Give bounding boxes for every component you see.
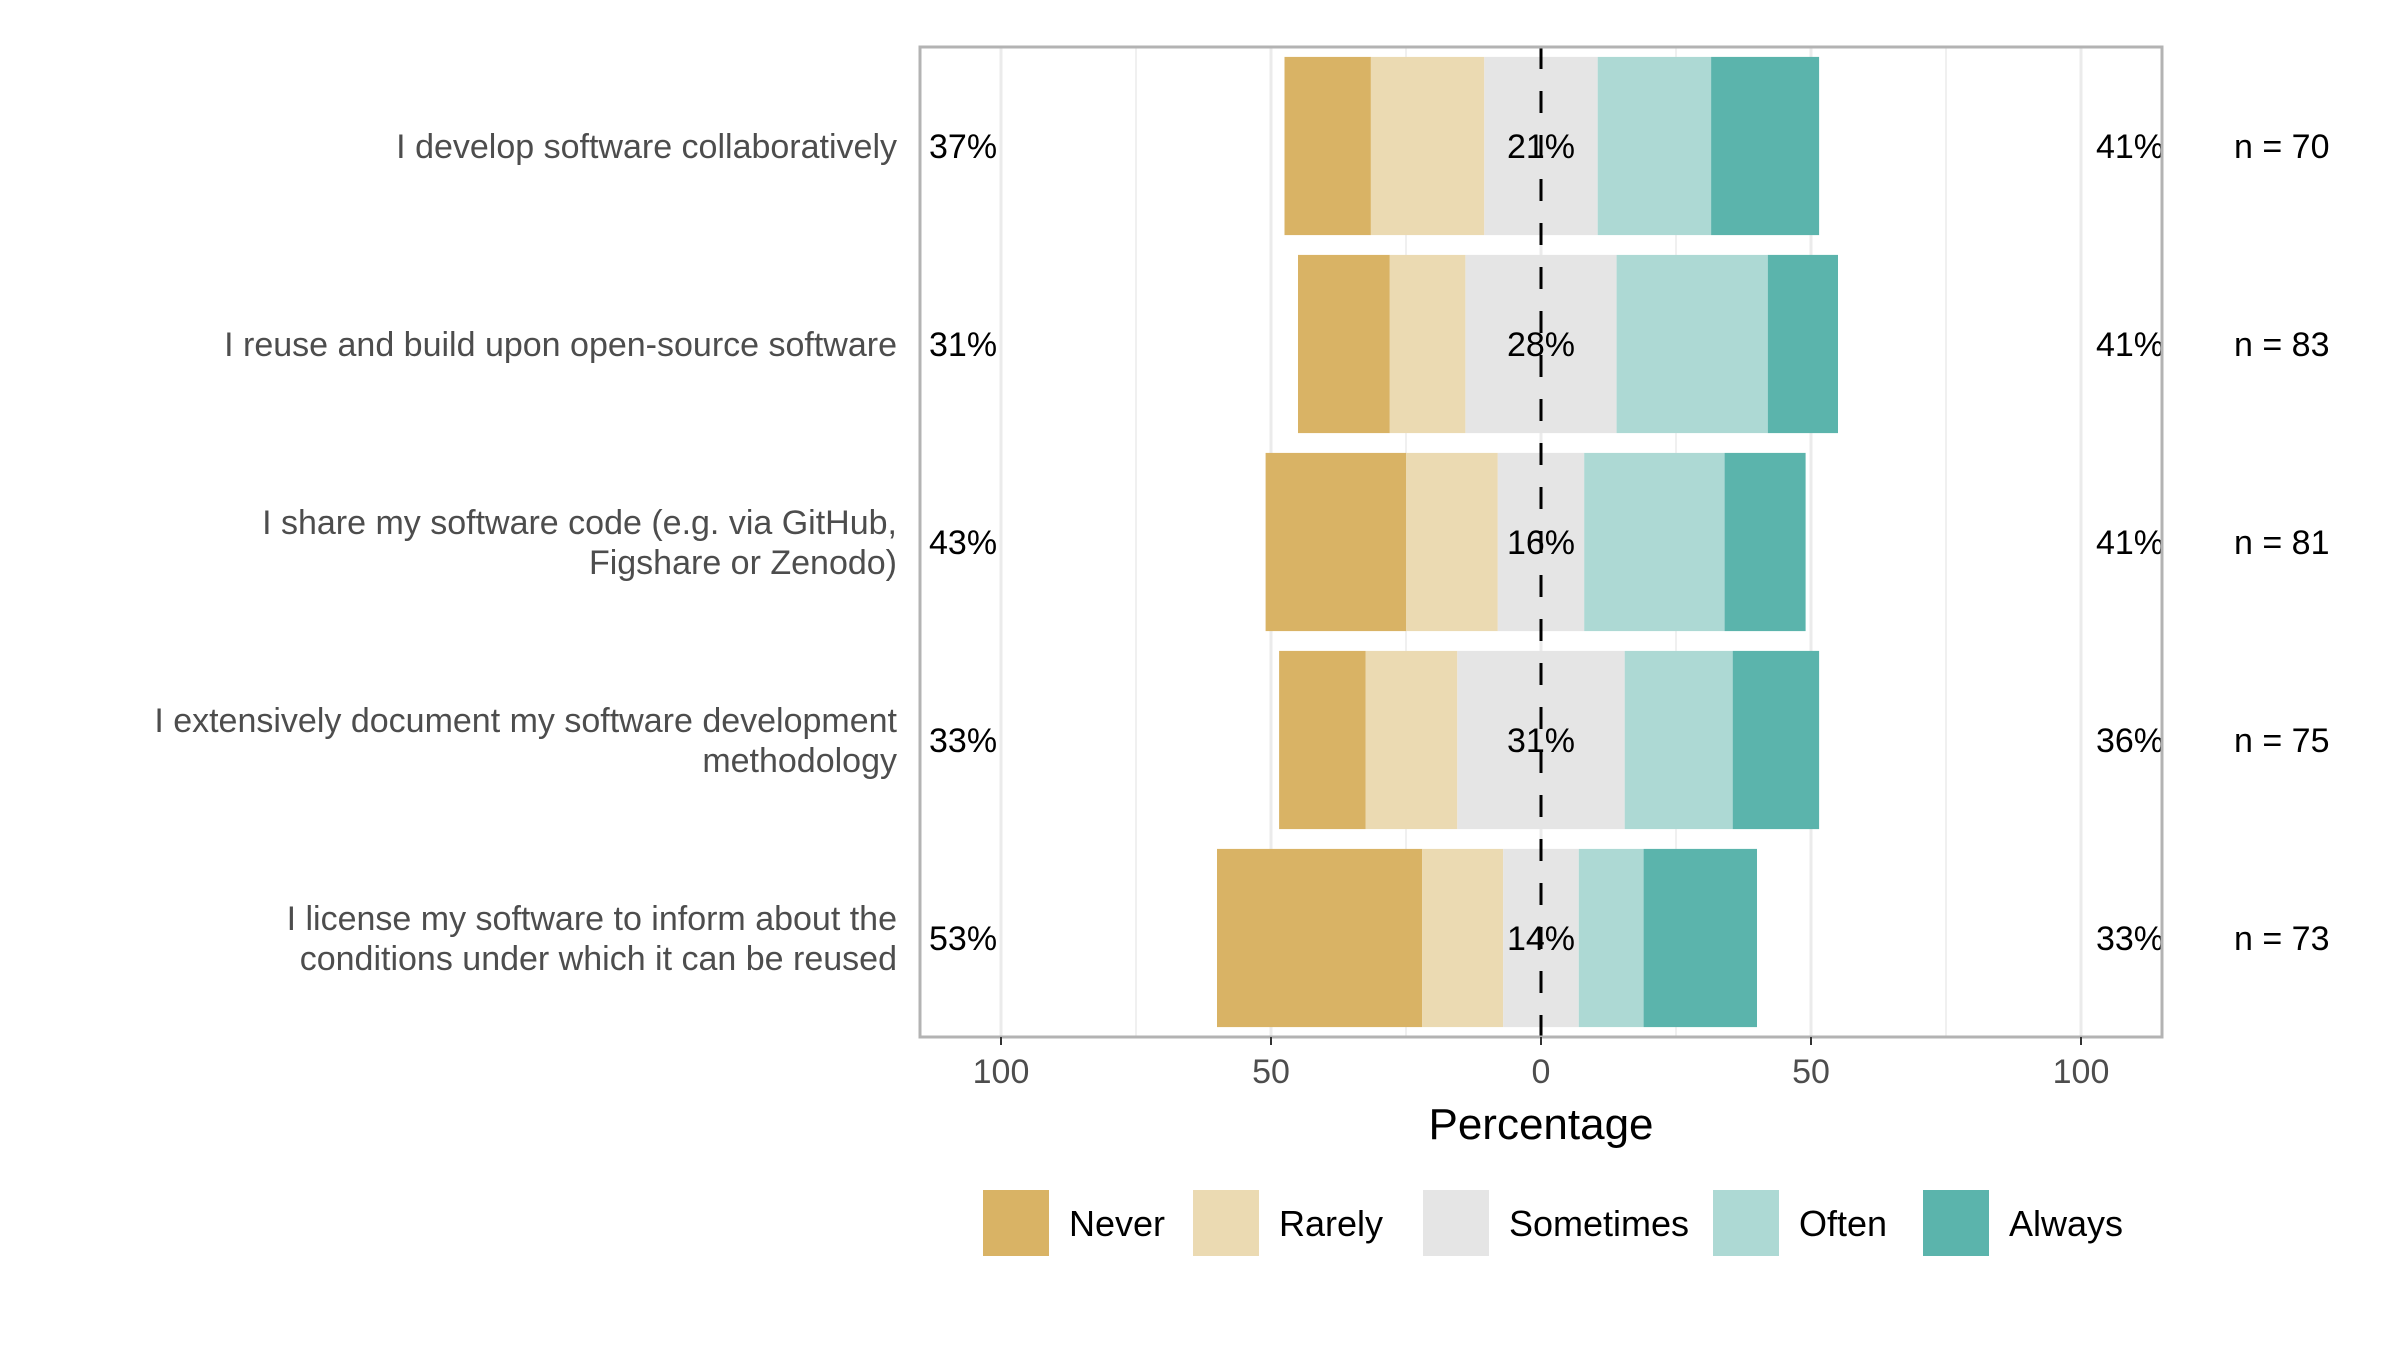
- bar-segment-often: [1616, 254, 1768, 434]
- bar-segment-rarely: [1389, 254, 1466, 434]
- center-pct-label: 31%: [1507, 722, 1575, 760]
- category-label-line: I license my software to inform about th…: [287, 900, 897, 938]
- center-pct-label: 28%: [1507, 326, 1575, 364]
- legend-swatch-rarely: [1193, 1190, 1259, 1256]
- legend-label: Sometimes: [1509, 1203, 1689, 1244]
- x-tick-label: 100: [2053, 1053, 2110, 1091]
- category-label-line: Figshare or Zenodo): [589, 544, 897, 582]
- right-pct-label: 41%: [2096, 128, 2164, 166]
- x-tick-label: 50: [1792, 1053, 1830, 1091]
- bar-segment-often: [1624, 650, 1733, 830]
- category-label-line: I share my software code (e.g. via GitHu…: [262, 504, 897, 542]
- x-axis-ticks: 100 50 0 50 100: [973, 1037, 2110, 1091]
- center-pct-label: 14%: [1507, 920, 1575, 958]
- bar-segment-never: [1298, 254, 1390, 434]
- right-pct-label: 36%: [2096, 722, 2164, 760]
- legend-label: Often: [1799, 1203, 1887, 1244]
- legend: Never Rarely Sometimes Often Always: [983, 1190, 2123, 1256]
- left-pct-label: 37%: [929, 128, 997, 166]
- category-label-line: I extensively document my software devel…: [154, 702, 897, 740]
- category-label-line: methodology: [702, 742, 897, 780]
- bar-labels: 37% 21% 41% n = 70 31% 28% 41% n = 83 43% 16% 41% n…: [929, 128, 2329, 958]
- legend-swatch-sometimes: [1423, 1190, 1489, 1256]
- n-label: n = 83: [2234, 326, 2329, 364]
- n-label: n = 75: [2234, 722, 2329, 760]
- category-label-line: conditions under which it can be reused: [300, 940, 897, 978]
- legend-swatch-always: [1923, 1190, 1989, 1256]
- x-tick-label: 50: [1252, 1053, 1290, 1091]
- category-label: I reuse and build upon open-source softw…: [224, 326, 897, 364]
- category-label-line: I reuse and build upon open-source softw…: [224, 326, 897, 364]
- left-pct-label: 43%: [929, 524, 997, 562]
- left-pct-label: 33%: [929, 722, 997, 760]
- category-label: I extensively document my software devel…: [154, 702, 897, 780]
- bar-segment-always: [1643, 848, 1757, 1028]
- left-pct-label: 31%: [929, 326, 997, 364]
- x-tick-label: 0: [1532, 1053, 1551, 1091]
- center-pct-label: 16%: [1507, 524, 1575, 562]
- bar-segment-rarely: [1422, 848, 1504, 1028]
- center-pct-label: 21%: [1507, 128, 1575, 166]
- bar-segment-never: [1279, 650, 1366, 830]
- bar-segment-always: [1732, 650, 1820, 830]
- legend-label: Rarely: [1279, 1203, 1383, 1244]
- right-pct-label: 41%: [2096, 524, 2164, 562]
- bar-segment-always: [1711, 56, 1820, 236]
- bar-segment-often: [1597, 56, 1712, 236]
- category-label: I develop software collaboratively: [396, 128, 897, 166]
- bar-segment-never: [1217, 848, 1423, 1028]
- bars: [1217, 56, 1838, 1028]
- category-label: I license my software to inform about th…: [287, 900, 897, 978]
- right-pct-label: 33%: [2096, 920, 2164, 958]
- category-labels: I develop software collaboratively I reus…: [154, 128, 897, 978]
- category-label: I share my software code (e.g. via GitHu…: [262, 504, 897, 582]
- n-label: n = 81: [2234, 524, 2329, 562]
- legend-label: Always: [2009, 1203, 2123, 1244]
- legend-swatch-never: [983, 1190, 1049, 1256]
- bar-segment-often: [1584, 452, 1725, 632]
- bar-segment-rarely: [1406, 452, 1498, 632]
- legend-label: Never: [1069, 1203, 1165, 1244]
- n-label: n = 70: [2234, 128, 2329, 166]
- left-pct-label: 53%: [929, 920, 997, 958]
- x-axis-title: Percentage: [1428, 1100, 1653, 1149]
- bar-segment-never: [1265, 452, 1406, 632]
- bar-segment-rarely: [1365, 650, 1458, 830]
- bar-segment-always: [1767, 254, 1838, 434]
- x-tick-label: 100: [973, 1053, 1030, 1091]
- bar-segment-always: [1724, 452, 1806, 632]
- bar-segment-never: [1284, 56, 1371, 236]
- right-pct-label: 41%: [2096, 326, 2164, 364]
- n-label: n = 73: [2234, 920, 2329, 958]
- bar-segment-often: [1578, 848, 1644, 1028]
- bar-segment-rarely: [1370, 56, 1485, 236]
- legend-swatch-often: [1713, 1190, 1779, 1256]
- category-label-line: I develop software collaboratively: [396, 128, 897, 166]
